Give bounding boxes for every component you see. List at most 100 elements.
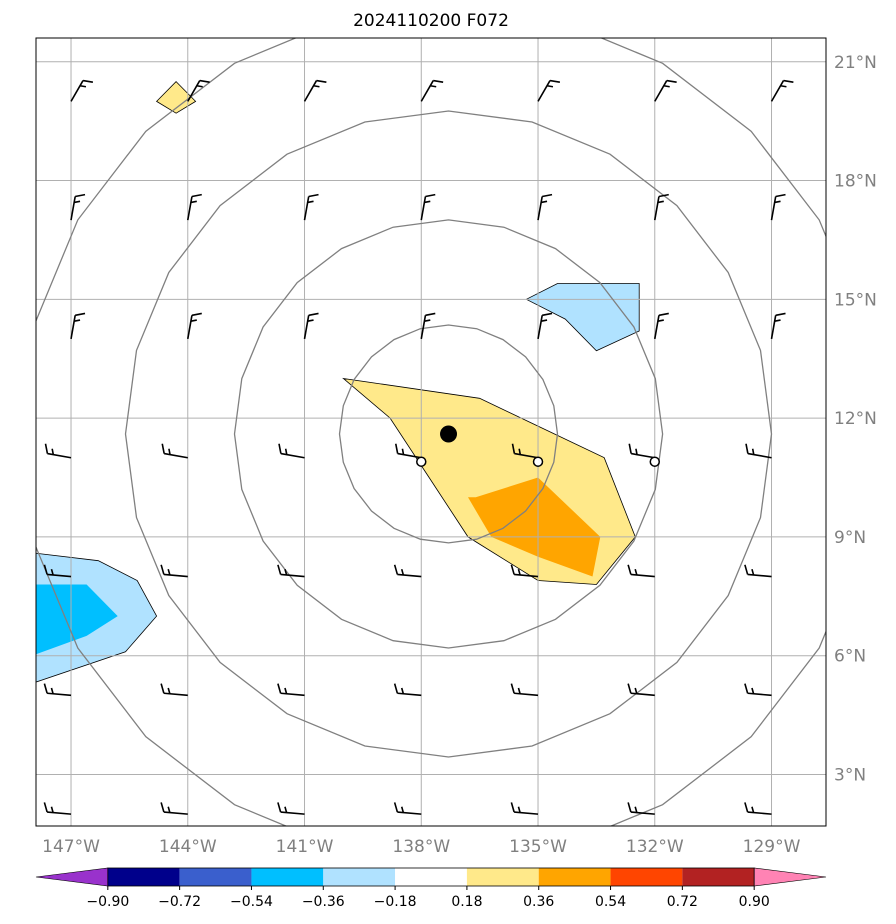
- barb-half-flag: [50, 568, 54, 576]
- lon-tick-label: 135°W: [509, 837, 567, 857]
- barb-half-flag: [167, 568, 171, 576]
- barb-flag: [75, 312, 86, 317]
- barb-staff: [630, 692, 655, 697]
- colorbar-tick-label: 0.54: [595, 894, 626, 910]
- barb-flag: [394, 443, 399, 454]
- range-ring: [233, 219, 664, 649]
- barb-flag: [510, 802, 515, 813]
- colorbar-tick-label: 0.90: [739, 894, 770, 910]
- barb-half-flag: [751, 687, 755, 694]
- barb-staff: [537, 80, 551, 102]
- wind-barb: [43, 802, 72, 815]
- wind-barb: [160, 802, 188, 815]
- barb-staff: [70, 196, 76, 221]
- colorbar-outline: [107, 867, 755, 887]
- barb-half-flag: [635, 448, 638, 455]
- barb-flag: [43, 564, 48, 575]
- anomaly-contour-0: [342, 377, 636, 585]
- barb-half-flag: [50, 687, 54, 694]
- wind-barb: [745, 443, 772, 459]
- barb-half-flag: [780, 84, 787, 88]
- barb-staff: [280, 452, 305, 459]
- wind-barb: [278, 443, 305, 459]
- lat-tick-label: 3°N: [834, 766, 866, 786]
- barb-half-flag: [546, 84, 554, 88]
- wind-barb: [627, 683, 655, 697]
- barb-half-flag: [424, 200, 431, 204]
- anomaly-contour-3: [36, 552, 158, 683]
- barb-half-flag: [401, 448, 405, 455]
- barb-half-flag: [424, 319, 431, 323]
- barb-half-flag: [284, 448, 288, 455]
- barb-staff: [163, 573, 188, 578]
- anomaly-region-1: [468, 477, 601, 577]
- track-point-marker: [532, 456, 544, 467]
- barb-flag: [393, 683, 399, 694]
- wind-barb: [770, 193, 786, 221]
- barb-flag: [160, 683, 165, 694]
- wind-barb: [537, 79, 561, 102]
- barb-half-flag: [634, 806, 638, 813]
- barb-half-flag: [751, 806, 755, 813]
- barb-staff: [747, 452, 772, 459]
- wind-barb: [654, 79, 677, 102]
- lat-tick-label: 18°N: [834, 172, 877, 192]
- barb-staff: [70, 80, 84, 102]
- barb-half-flag: [51, 448, 55, 455]
- barb-half-flag: [774, 319, 781, 323]
- barb-flag: [425, 312, 436, 317]
- wind-barb: [744, 564, 772, 578]
- barb-staff: [514, 573, 539, 578]
- barb-flag: [542, 193, 553, 198]
- colorbar-extend-high: [753, 867, 827, 887]
- wind-barb: [303, 193, 319, 221]
- barb-flag: [161, 443, 165, 454]
- barb-flag: [44, 443, 49, 454]
- wind-barb: [770, 312, 786, 340]
- wind-barb: [420, 193, 436, 221]
- lon-tick-label: 141°W: [276, 837, 334, 857]
- range-ring: [124, 110, 773, 758]
- barb-staff: [420, 315, 427, 340]
- lon-tick-label: 138°W: [392, 837, 450, 857]
- barb-half-flag: [400, 806, 405, 813]
- barb-staff: [186, 196, 193, 221]
- range-rings: [36, 38, 826, 826]
- barb-half-flag: [74, 319, 81, 323]
- lat-tick-label: 9°N: [834, 528, 866, 548]
- wind-barb: [744, 683, 772, 697]
- barb-staff: [397, 692, 422, 697]
- wind-barb: [510, 683, 539, 697]
- barb-half-flag: [634, 687, 638, 694]
- anomaly-region-5: [156, 81, 196, 114]
- colorbar-segment: [107, 868, 180, 886]
- barb-flag: [191, 193, 202, 198]
- barb-half-flag: [517, 687, 521, 694]
- barb-staff: [280, 692, 305, 697]
- wind-barb: [186, 193, 202, 221]
- contour-line-layer: [36, 81, 640, 683]
- lon-tick-label: 129°W: [743, 837, 801, 857]
- anomaly-contour-2: [525, 283, 640, 352]
- wind-barb: [394, 443, 422, 459]
- barb-flag: [775, 312, 786, 317]
- barb-half-flag: [74, 200, 81, 204]
- longitude-labels: 147°W 144°W 141°W 138°W 135°W 132°W 129°W: [42, 837, 800, 857]
- colorbar-tick-label: −0.54: [230, 894, 273, 910]
- wind-barbs: [43, 79, 794, 815]
- plot-frame: [35, 37, 827, 827]
- barb-staff: [47, 811, 72, 815]
- barb-flag: [316, 79, 327, 83]
- barb-staff: [47, 573, 72, 578]
- lon-tick-label: 147°W: [42, 837, 100, 857]
- wind-barb: [303, 79, 327, 102]
- barb-staff: [770, 196, 777, 221]
- wind-barb: [653, 312, 669, 340]
- wind-barb: [627, 564, 655, 578]
- barb-flag: [627, 564, 632, 575]
- barb-staff: [47, 692, 72, 697]
- barb-half-flag: [540, 200, 548, 204]
- wind-barb: [44, 443, 72, 459]
- barb-half-flag: [400, 568, 405, 576]
- barb-half-flag: [430, 84, 437, 88]
